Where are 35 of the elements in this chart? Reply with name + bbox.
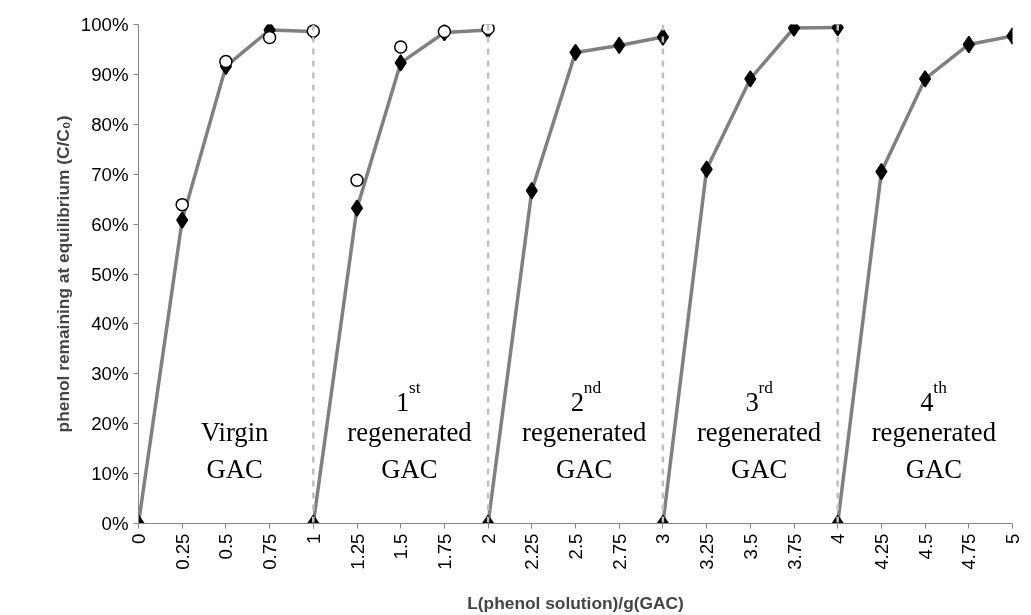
x-tick-label: 1.5 [390, 533, 412, 560]
y-tick-label: 40% [91, 313, 129, 335]
x-tick-label: 2 [477, 533, 499, 544]
y-tick-label: 60% [91, 213, 129, 235]
x-tick-label: 4.25 [870, 533, 892, 570]
x-tick-label: 1.25 [346, 533, 368, 570]
y-tick-label: 50% [91, 263, 129, 285]
x-tick-label: 4 [827, 533, 849, 544]
y-tick-label: 80% [91, 113, 129, 135]
x-tick-label: 1.75 [433, 533, 455, 570]
y-tick-label: 90% [91, 63, 129, 85]
y-tick-label: 100% [80, 14, 129, 35]
x-tick-label: 2.5 [565, 533, 586, 560]
x-tick-label: 2.25 [521, 533, 543, 570]
x-tick-label: 2.75 [608, 533, 630, 570]
x-tick-label: 0.75 [259, 533, 281, 570]
y-tick-label: 30% [91, 363, 129, 385]
x-tick-label: 0 [128, 533, 149, 544]
x-axis-title: L(phenol solution)/g(GAC) [467, 592, 684, 613]
x-tick-label: 4.75 [958, 533, 980, 570]
x-tick-label: 0.5 [215, 533, 237, 560]
x-tick-label: 4.5 [914, 533, 936, 560]
y-tick-label: 70% [91, 163, 129, 185]
x-tick-label: 0.25 [171, 533, 193, 570]
x-tick-label: 1 [302, 533, 324, 544]
y-tick-label: 10% [91, 463, 129, 485]
annotation: Virgin GAC [200, 417, 269, 484]
x-tick-label: 3 [652, 533, 674, 544]
y-tick-label: 0% [101, 513, 129, 534]
x-tick-label: 3.75 [783, 533, 805, 570]
x-tick-label: 3.25 [696, 533, 718, 570]
y-tick-label: 20% [91, 413, 129, 435]
x-tick-label: 5 [1002, 533, 1023, 544]
y-axis-title: phenol remaining at equilibrium (C/C₀) [52, 115, 73, 433]
x-tick-label: 3.5 [739, 533, 761, 560]
